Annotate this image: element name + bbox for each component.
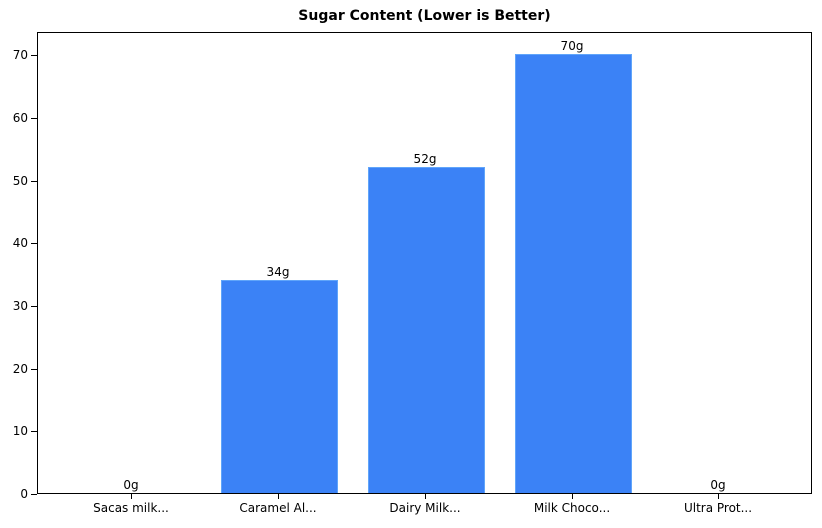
y-tick-label: 60 <box>12 110 28 125</box>
y-tick-label: 70 <box>12 48 28 63</box>
x-tick <box>425 494 426 499</box>
y-tick <box>31 368 37 370</box>
y-tick-label: 40 <box>12 236 28 251</box>
chart-title: Sugar Content (Lower is Better) <box>298 8 551 24</box>
x-tick-label: Caramel Al... <box>239 501 317 515</box>
y-tick-label: 50 <box>12 173 28 188</box>
bar-value-label: 0g <box>710 478 726 492</box>
bar-value-label: 0g <box>123 478 139 492</box>
x-tick-label: Sacas milk... <box>93 501 169 515</box>
y-tick <box>31 55 37 57</box>
y-tick <box>31 243 37 245</box>
plot-area <box>37 32 812 494</box>
y-tick-label: 20 <box>12 361 28 376</box>
y-tick <box>31 494 37 495</box>
x-tick <box>131 494 132 499</box>
bar-value-label: 52g <box>413 151 437 166</box>
x-tick-label: Milk Choco... <box>533 501 611 515</box>
y-tick <box>31 117 37 119</box>
y-tick <box>31 305 37 307</box>
bar <box>220 279 338 493</box>
bar <box>367 166 485 493</box>
bar-value-label: 70g <box>560 39 584 54</box>
y-tick-label: 10 <box>12 424 28 439</box>
x-tick <box>572 494 573 499</box>
x-tick-label: Ultra Prot... <box>683 501 753 515</box>
y-tick <box>31 431 37 433</box>
y-tick <box>31 180 37 182</box>
x-tick <box>278 494 279 499</box>
y-tick-label: 0 <box>20 487 28 501</box>
bar <box>514 54 632 493</box>
x-tick <box>718 494 719 499</box>
y-tick-label: 30 <box>12 298 28 313</box>
x-tick-label: Dairy Milk... <box>389 501 461 515</box>
bar-value-label: 34g <box>266 264 290 279</box>
